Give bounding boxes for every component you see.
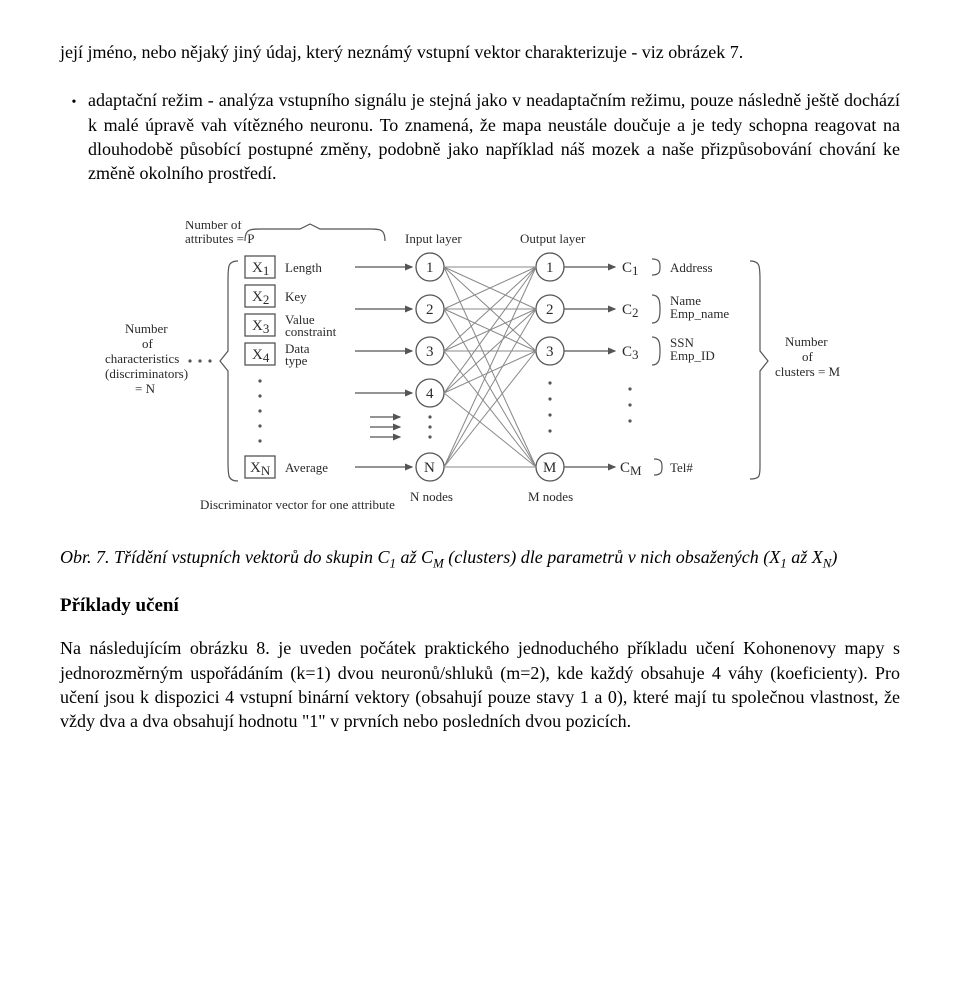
svg-text:C3: C3 — [622, 344, 639, 362]
svg-text:SSNEmp_ID: SSNEmp_ID — [670, 335, 715, 363]
cluster-labels: C1 Address C2 NameEmp_name C3 SSNEmp_ID … — [620, 259, 729, 478]
svg-text:N: N — [424, 460, 435, 476]
n-nodes-label: N nodes — [410, 489, 453, 504]
svg-text:M: M — [543, 460, 556, 476]
svg-text:4: 4 — [426, 386, 434, 402]
discriminator-label: Discriminator vector for one attribute — [200, 497, 395, 512]
attr-count-label: Number ofattributes = P — [185, 221, 254, 246]
svg-text:C2: C2 — [622, 302, 639, 320]
svg-text:3: 3 — [546, 344, 554, 360]
svg-text:Address: Address — [670, 260, 713, 275]
left-label: Number of characteristics (discriminator… — [105, 321, 191, 396]
connections — [444, 267, 536, 467]
bullet-item: • adaptační režim - analýza vstupního si… — [60, 88, 900, 185]
svg-text:Average: Average — [285, 460, 328, 475]
svg-text:Key: Key — [285, 289, 307, 304]
svg-text:Valueconstraint: Valueconstraint — [285, 312, 337, 339]
svg-text:X1: X1 — [252, 260, 269, 278]
svg-text:1: 1 — [426, 260, 434, 276]
output-arrows — [564, 267, 615, 467]
svg-text:X2: X2 — [252, 289, 269, 307]
figure-caption: Obr. 7. Třídění vstupních vektorů do sku… — [60, 545, 900, 572]
m-nodes-label: M nodes — [528, 489, 573, 504]
svg-text:3: 3 — [426, 344, 434, 360]
output-layer-title: Output layer — [520, 231, 586, 246]
svg-text:1: 1 — [546, 260, 554, 276]
svg-text:C1: C1 — [622, 260, 639, 278]
svg-text:Datatype: Datatype — [285, 341, 310, 368]
bullet-marker: • — [60, 88, 88, 185]
svg-text:Tel#: Tel# — [670, 460, 693, 475]
right-label: Number of clusters = M — [775, 334, 841, 379]
svg-text:2: 2 — [426, 302, 434, 318]
nn-diagram: Number ofattributes = P Number of charac… — [70, 221, 890, 521]
paragraph-intro: její jméno, nebo nějaký jiný údaj, který… — [60, 40, 900, 64]
x-boxes: X1 X2 X3 X4 XN — [245, 256, 275, 478]
paragraph-example: Na následujícím obrázku 8. je uveden poč… — [60, 636, 900, 733]
svg-text:2: 2 — [546, 302, 554, 318]
svg-text:NameEmp_name: NameEmp_name — [670, 293, 729, 321]
svg-text:XN: XN — [250, 460, 271, 478]
bullet-text: adaptační režim - analýza vstupního sign… — [88, 88, 900, 185]
svg-text:CM: CM — [620, 460, 642, 478]
output-layer: 1 2 3 M — [536, 253, 564, 481]
svg-text:X4: X4 — [252, 347, 270, 365]
input-layer-title: Input layer — [405, 231, 462, 246]
input-arrows — [355, 267, 412, 467]
input-layer: 1 2 3 4 N — [416, 253, 444, 481]
section-heading: Příklady učení — [60, 593, 900, 619]
figure-7: Number ofattributes = P Number of charac… — [60, 221, 900, 521]
svg-text:X3: X3 — [252, 318, 269, 336]
svg-text:Length: Length — [285, 260, 322, 275]
